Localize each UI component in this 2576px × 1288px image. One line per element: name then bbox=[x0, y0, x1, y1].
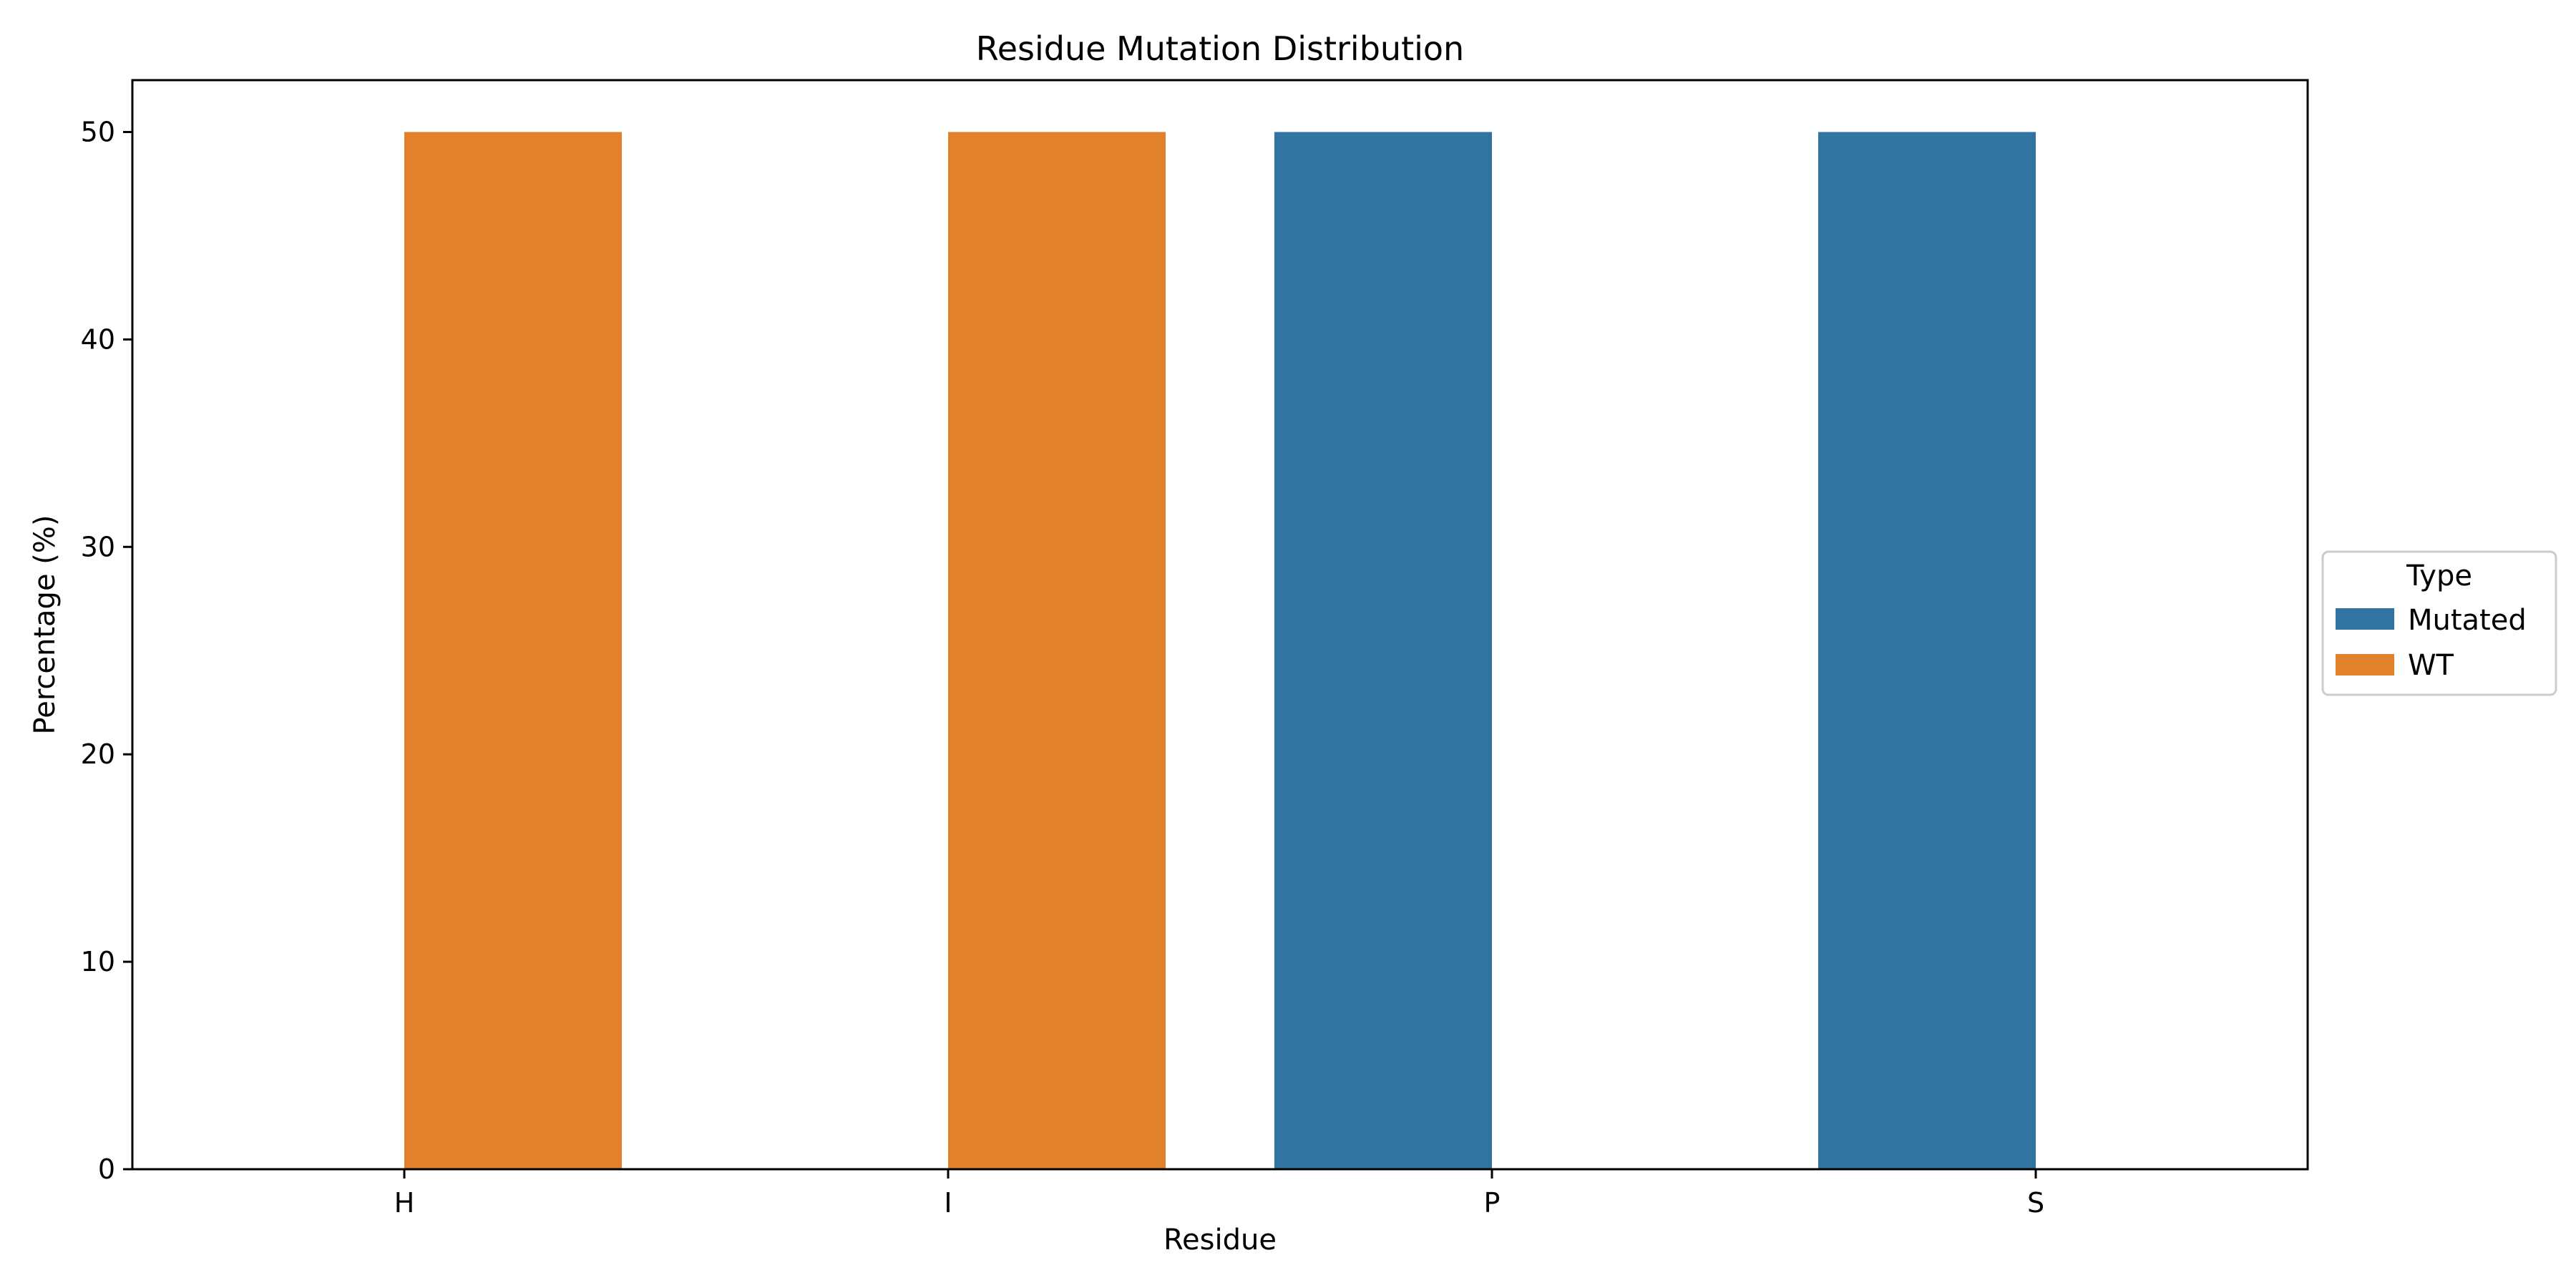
x-axis-label: Residue bbox=[1163, 1224, 1277, 1257]
x-tick-label: P bbox=[1484, 1187, 1501, 1219]
y-tick-label: 20 bbox=[81, 738, 115, 770]
legend-label-wt: WT bbox=[2408, 649, 2454, 682]
y-tick-label: 50 bbox=[81, 116, 115, 147]
bar-wt-h bbox=[404, 132, 622, 1169]
legend: Type Mutated WT bbox=[2321, 550, 2557, 696]
x-tick-label: H bbox=[394, 1187, 415, 1219]
legend-title: Type bbox=[2406, 560, 2472, 592]
plot-frame bbox=[131, 79, 2309, 1171]
y-tick-label: 0 bbox=[98, 1153, 115, 1185]
bar-mutated-p bbox=[1274, 132, 1492, 1169]
y-tick-label: 40 bbox=[81, 323, 115, 355]
y-axis-label: Percentage (%) bbox=[29, 515, 62, 735]
x-tick-label: S bbox=[2027, 1187, 2044, 1219]
legend-label-mutated: Mutated bbox=[2408, 604, 2527, 637]
chart-title: Residue Mutation Distribution bbox=[976, 29, 1464, 68]
legend-swatch-mutated bbox=[2336, 608, 2394, 630]
legend-swatch-wt bbox=[2336, 654, 2394, 675]
bars-group bbox=[404, 132, 2036, 1169]
bar-mutated-s bbox=[1818, 132, 2036, 1169]
y-axis-ticks: 0 10 20 30 40 50 bbox=[81, 116, 132, 1185]
y-tick-label: 30 bbox=[81, 531, 115, 562]
x-tick-label: I bbox=[944, 1187, 952, 1219]
y-tick-label: 10 bbox=[81, 946, 115, 977]
bar-wt-i bbox=[948, 132, 1166, 1169]
